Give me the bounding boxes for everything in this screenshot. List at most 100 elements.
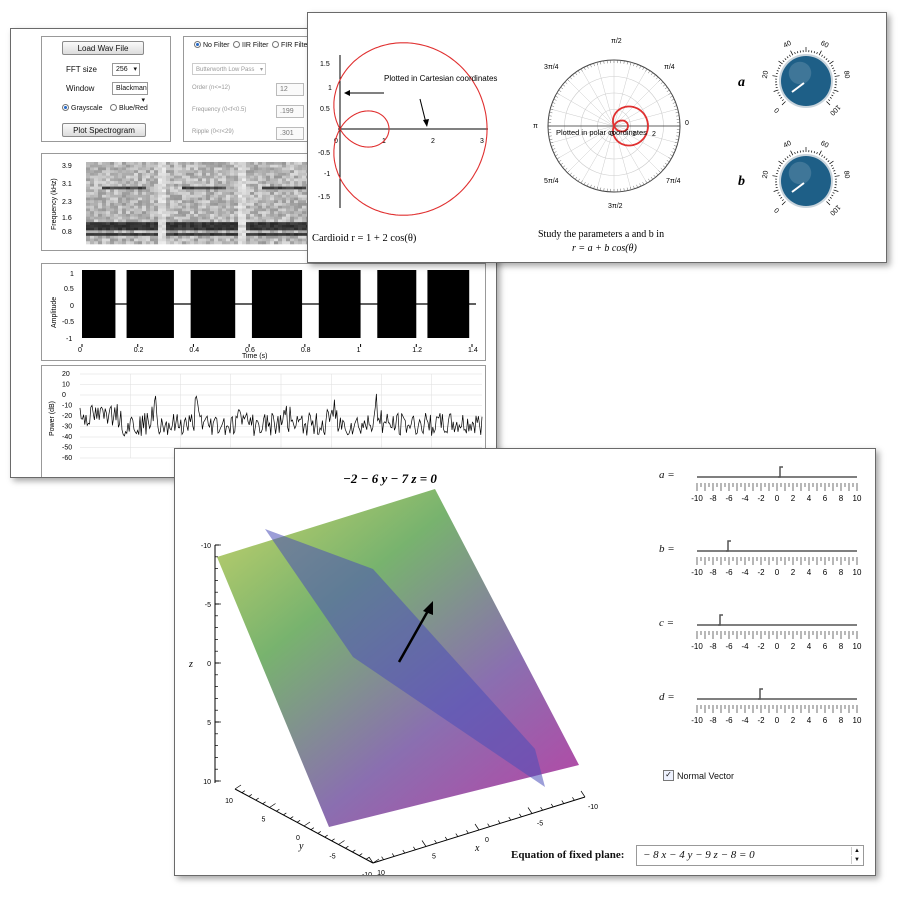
slider-a[interactable]: a = -10 -8 -6 -4 -2 0 2 4 6 8 10 bbox=[659, 465, 862, 525]
spectrogram-cell bbox=[290, 183, 295, 187]
slider-track-area[interactable]: -10 -8 -6 -4 -2 0 2 4 6 8 10 bbox=[687, 613, 867, 659]
spectrogram-cell bbox=[230, 224, 235, 228]
frequency-input[interactable]: .199 bbox=[276, 105, 304, 118]
spectrogram-cell bbox=[226, 211, 231, 215]
slider-track-area[interactable]: -10 -8 -6 -4 -2 0 2 4 6 8 10 bbox=[687, 539, 867, 585]
spectrogram-cell bbox=[214, 219, 219, 223]
polar-window: 1.5 1 0.5 -0.5 -1 -1.5 0 1 2 3 Plotted i… bbox=[307, 12, 887, 263]
spectrogram-cell bbox=[146, 213, 151, 217]
spinner-up-icon[interactable]: ▲ bbox=[851, 847, 862, 855]
spectrogram-cell bbox=[302, 194, 307, 198]
spectrogram-cell bbox=[118, 181, 123, 185]
no-filter-radio[interactable]: No Filter bbox=[194, 41, 229, 49]
spectrogram-cell bbox=[226, 162, 231, 166]
slider-tick-label: -10 bbox=[691, 494, 703, 503]
slider-track-area[interactable]: -10 -8 -6 -4 -2 0 2 4 6 8 10 bbox=[687, 465, 867, 511]
knob-tick bbox=[777, 192, 780, 194]
cart-xtick: 2 bbox=[431, 138, 435, 145]
slider-tick-label: -2 bbox=[757, 716, 765, 725]
spectrogram-cell bbox=[122, 183, 127, 187]
spectrogram-cell bbox=[230, 213, 235, 217]
spectrogram-cell bbox=[202, 205, 207, 209]
spectrogram-cell bbox=[250, 238, 255, 242]
spectrogram-cell bbox=[226, 235, 231, 239]
polar-tick-mark bbox=[660, 167, 664, 171]
slider-track-area[interactable]: -10 -8 -6 -4 -2 0 2 4 6 8 10 bbox=[687, 687, 867, 733]
spectrogram-cell bbox=[142, 162, 147, 166]
spectrogram-cell bbox=[166, 172, 171, 176]
spectrogram-cell bbox=[238, 235, 243, 239]
spectrogram-cell bbox=[286, 233, 291, 237]
normal-vector-checkbox[interactable]: ✓ Normal Vector bbox=[663, 770, 734, 781]
spectrogram-cell bbox=[282, 219, 287, 223]
spectrogram-cell bbox=[198, 238, 203, 242]
order-label: Order (n<=12) bbox=[192, 85, 231, 91]
spectrogram-cell bbox=[254, 167, 259, 171]
fft-size-select[interactable]: 256 ▾ bbox=[112, 63, 140, 76]
chevron-down-icon: ▾ bbox=[259, 67, 263, 73]
spectrogram-cell bbox=[242, 194, 247, 198]
spectrogram-cell bbox=[282, 183, 287, 187]
spectrogram-cell bbox=[202, 235, 207, 239]
spectrogram-cell bbox=[222, 167, 227, 171]
slider-thumb[interactable] bbox=[718, 614, 723, 626]
slider-c[interactable]: c = -10 -8 -6 -4 -2 0 2 4 6 8 10 bbox=[659, 613, 862, 673]
window-select[interactable]: Blackman ▾ bbox=[112, 82, 148, 104]
spectrogram-cell bbox=[254, 170, 259, 174]
slider-b[interactable]: b = -10 -8 -6 -4 -2 0 2 4 6 8 10 bbox=[659, 539, 862, 599]
iir-filter-radio[interactable]: IIR Filter bbox=[233, 41, 268, 49]
spectrogram-cell bbox=[194, 167, 199, 171]
spectrogram-cell bbox=[94, 186, 99, 190]
y-tick: 0 bbox=[296, 835, 300, 842]
spectrogram-cell bbox=[114, 224, 119, 228]
equation-field[interactable]: − 8 x − 4 y − 9 z − 8 = 0 ▲ ▼ bbox=[636, 845, 864, 866]
order-input[interactable]: 12 bbox=[276, 83, 304, 96]
grayscale-radio[interactable]: Grayscale bbox=[62, 104, 103, 112]
bluered-radio[interactable]: Blue/Red bbox=[110, 104, 148, 112]
slider-thumb[interactable] bbox=[726, 540, 731, 552]
spectrogram-cell bbox=[266, 238, 271, 242]
slider-d[interactable]: d = -10 -8 -6 -4 -2 0 2 4 6 8 10 bbox=[659, 687, 862, 747]
spectrogram-cell bbox=[286, 241, 291, 245]
spinner-down-icon[interactable]: ▼ bbox=[851, 856, 862, 864]
spectrogram-cell bbox=[290, 211, 295, 215]
spectrogram-cell bbox=[262, 189, 267, 193]
filter-type-select[interactable]: Butterworth Low Pass ▾ bbox=[192, 63, 266, 75]
spectrogram-cell bbox=[102, 213, 107, 217]
spectrogram-cell bbox=[262, 178, 267, 182]
slider-thumb[interactable] bbox=[758, 688, 763, 700]
spectrogram-cell bbox=[138, 227, 143, 231]
spectrogram-cell bbox=[182, 203, 187, 207]
spectrogram-cell bbox=[270, 175, 275, 179]
spectrogram-cell bbox=[150, 164, 155, 168]
spectrogram-cell bbox=[126, 208, 131, 212]
ripple-input[interactable]: .301 bbox=[276, 127, 304, 140]
spectrogram-cell bbox=[206, 192, 211, 196]
spectrogram-cell bbox=[302, 230, 307, 234]
cart-ytick: -1 bbox=[324, 171, 330, 178]
spectrogram-cell bbox=[106, 194, 111, 198]
spectrogram-cell bbox=[110, 192, 115, 196]
fir-filter-radio[interactable]: FIR Filter bbox=[272, 41, 310, 49]
spectrogram-cell bbox=[170, 230, 175, 234]
spectrogram-cell bbox=[174, 178, 179, 182]
spectrogram-cell bbox=[150, 222, 155, 226]
spectrogram-cell bbox=[158, 192, 163, 196]
knob-a-label: a bbox=[738, 75, 745, 90]
plot-spectrogram-button[interactable]: Plot Spectrogram bbox=[62, 123, 146, 137]
slider-thumb[interactable] bbox=[778, 466, 783, 478]
spectrogram-cell bbox=[270, 241, 275, 245]
spectrogram-cell bbox=[94, 238, 99, 242]
spectrogram-cell bbox=[150, 208, 155, 212]
spectrogram-cell bbox=[210, 175, 215, 179]
spectrogram-cell bbox=[294, 235, 299, 239]
polar-tick-mark bbox=[636, 64, 638, 68]
polar-tick-mark bbox=[590, 64, 592, 68]
spectrogram-cell bbox=[110, 181, 115, 185]
slider-tick-label: -4 bbox=[741, 494, 749, 503]
load-wav-button[interactable]: Load Wav File bbox=[62, 41, 144, 55]
spectrogram-cell bbox=[114, 205, 119, 209]
